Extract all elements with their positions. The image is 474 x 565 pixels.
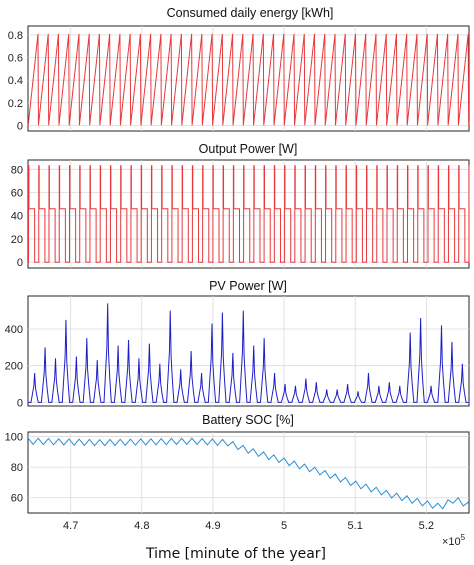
y-tick-label: 60 <box>11 188 23 200</box>
x-tick-labels: 4.7 4.8 4.9 5 5.1 5.2 <box>63 520 434 532</box>
x-tick-label: 5.1 <box>348 520 363 532</box>
x-tick-label: 4.8 <box>134 520 149 532</box>
panel-output-power-frame <box>27 159 470 269</box>
panel-pv-power-frame <box>27 295 470 407</box>
x-axis-title: Time [minute of the year] <box>145 546 326 562</box>
y-tick-label: 200 <box>5 361 23 373</box>
y-tick-label: 100 <box>5 432 23 444</box>
x-tick-label: 4.9 <box>205 520 220 532</box>
x-tick-label: 4.7 <box>63 520 78 532</box>
panel-pv-power-y-ticks: 0 200 400 <box>5 324 23 409</box>
x-tick-label: 5.2 <box>419 520 434 532</box>
panel-output-power-y-ticks: 0 20 40 60 80 <box>11 164 23 269</box>
panel-energy-title: Consumed daily energy [kWh] <box>167 6 334 20</box>
y-tick-label: 20 <box>11 234 23 246</box>
y-tick-label: 0.4 <box>8 75 23 87</box>
y-tick-label: 0.6 <box>8 53 23 65</box>
panel-energy-series-line <box>27 33 470 126</box>
panel-pv-power-title: PV Power [W] <box>209 279 287 293</box>
panel-energy: Consumed daily energy [kWh] 0 0.2 0.4 0.6 0.… <box>8 6 470 132</box>
x-exponent-label: ×105 <box>442 533 466 548</box>
y-tick-label: 80 <box>11 164 23 176</box>
panel-output-power-series-line <box>28 165 470 263</box>
y-tick-label: 400 <box>5 324 23 336</box>
panel-pv-power: PV Power [W] 0 200 400 <box>5 279 470 409</box>
panel-battery-soc-y-ticks: 60 80 100 <box>5 432 23 505</box>
x-tick-label: 5 <box>281 520 287 532</box>
panel-battery-soc-series-line <box>27 437 469 510</box>
panel-output-power: Output Power [W] 0 20 40 60 80 <box>11 142 470 269</box>
panel-energy-y-ticks: 0 0.2 0.4 0.6 0.8 <box>8 30 23 132</box>
y-tick-label: 0 <box>17 120 23 132</box>
panel-output-power-title: Output Power [W] <box>199 142 298 156</box>
panel-battery-soc-grid <box>28 432 469 513</box>
panel-battery-soc: Battery SOC [%] 60 80 100 <box>5 413 470 514</box>
y-tick-label: 40 <box>11 211 23 223</box>
y-tick-label: 0 <box>17 397 23 409</box>
panel-pv-power-series-line <box>28 303 469 403</box>
panel-battery-soc-title: Battery SOC [%] <box>202 413 294 427</box>
y-tick-label: 0 <box>17 257 23 269</box>
y-tick-label: 80 <box>11 462 23 474</box>
panel-battery-soc-frame <box>27 431 470 514</box>
y-tick-label: 0.8 <box>8 30 23 42</box>
y-tick-label: 60 <box>11 493 23 505</box>
y-tick-label: 0.2 <box>8 98 23 110</box>
